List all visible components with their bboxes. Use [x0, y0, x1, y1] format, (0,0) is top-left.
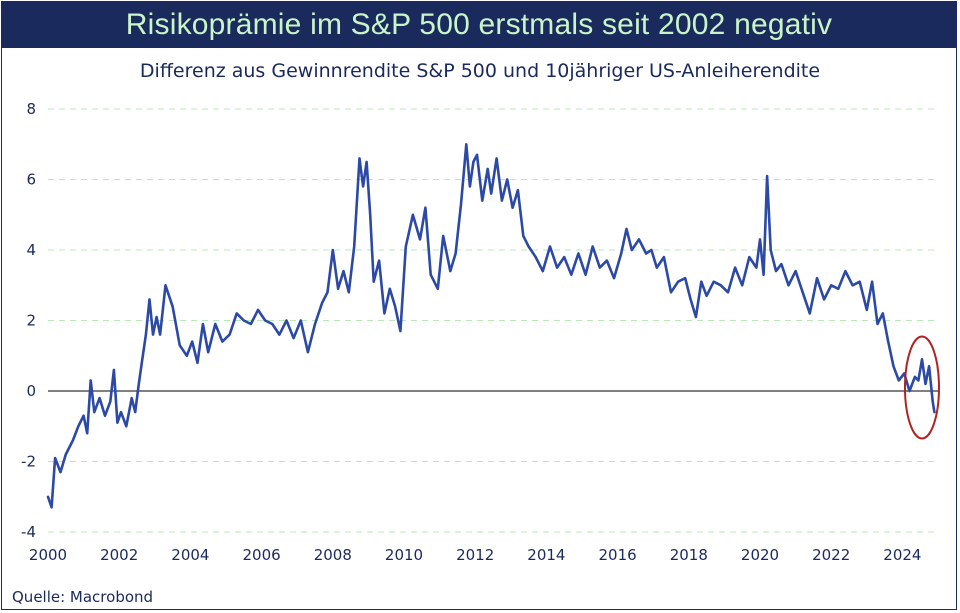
y-tick-label: 8 — [26, 100, 36, 118]
x-axis-ticks: 2000 2002 2004 2006 2008 2010 2012 2014 2016 2018… — [29, 546, 922, 564]
y-tick-label: 4 — [26, 241, 36, 259]
x-tick-label: 2004 — [171, 546, 209, 564]
y-tick-label: -4 — [21, 523, 36, 541]
source-note: Quelle: Macrobond — [12, 588, 154, 606]
x-tick-label: 2002 — [100, 546, 138, 564]
x-tick-label: 2000 — [29, 546, 67, 564]
chart-subtitle: Differenz aus Gewinnrendite S&P 500 und … — [139, 60, 821, 82]
highlight-layer — [903, 335, 940, 440]
highlight-circle — [903, 335, 940, 440]
chart-title: Risikoprämie im S&P 500 erstmals seit 20… — [125, 7, 833, 41]
gridlines — [48, 108, 938, 533]
x-tick-label: 2010 — [385, 546, 423, 564]
series-line — [46, 143, 936, 509]
y-tick-label: 0 — [26, 382, 36, 400]
y-tick-label: 2 — [26, 312, 36, 330]
y-tick-label: 6 — [26, 171, 36, 189]
x-tick-label: 2014 — [527, 546, 565, 564]
x-tick-label: 2006 — [243, 546, 281, 564]
y-tick-label: -2 — [21, 453, 36, 471]
title-banner: Risikoprämie im S&P 500 erstmals seit 20… — [1, 1, 957, 48]
x-tick-label: 2008 — [314, 546, 352, 564]
x-tick-label: 2018 — [670, 546, 708, 564]
y-axis-ticks: 8 6 4 2 0 -2 -4 — [21, 100, 36, 541]
x-tick-label: 2012 — [456, 546, 494, 564]
x-tick-label: 2024 — [883, 546, 921, 564]
series-layer — [46, 143, 936, 509]
x-tick-label: 2022 — [812, 546, 850, 564]
x-tick-label: 2020 — [741, 546, 779, 564]
x-tick-label: 2016 — [599, 546, 637, 564]
